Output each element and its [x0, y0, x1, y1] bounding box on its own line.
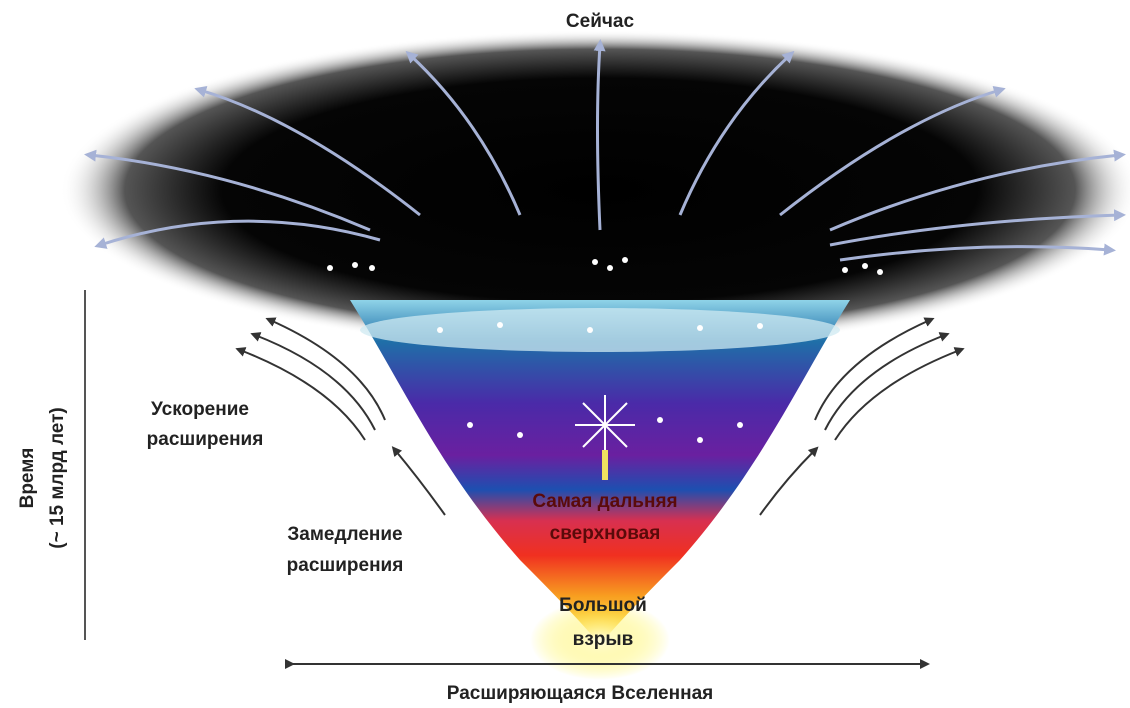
- now-label: Сейчас: [566, 11, 635, 32]
- time-label: (~ 15 млрд лет): [47, 407, 68, 548]
- big-bang-label: Большой: [559, 595, 647, 616]
- supernova-label: сверхновая: [550, 523, 661, 544]
- galaxies: [327, 257, 883, 443]
- big-bang-label: взрыв: [573, 629, 634, 650]
- funnel: [350, 300, 850, 645]
- time-label: Время: [17, 448, 38, 509]
- acceleration-label: расширения: [147, 429, 264, 450]
- acceleration-arrows: [235, 317, 965, 516]
- deceleration-label: расширения: [287, 555, 404, 576]
- supernova-beam: [602, 450, 608, 480]
- supernova-star: [575, 395, 635, 455]
- rim: [360, 308, 840, 352]
- deceleration-label: Замедление: [287, 524, 402, 545]
- expansion-arrows: [84, 39, 1126, 262]
- acceleration-label: Ускорение: [151, 399, 249, 420]
- universe-label: Расширяющаяся Вселенная: [447, 683, 713, 704]
- dark-universe: [60, 30, 1130, 350]
- supernova-label: Самая дальняя: [532, 491, 677, 512]
